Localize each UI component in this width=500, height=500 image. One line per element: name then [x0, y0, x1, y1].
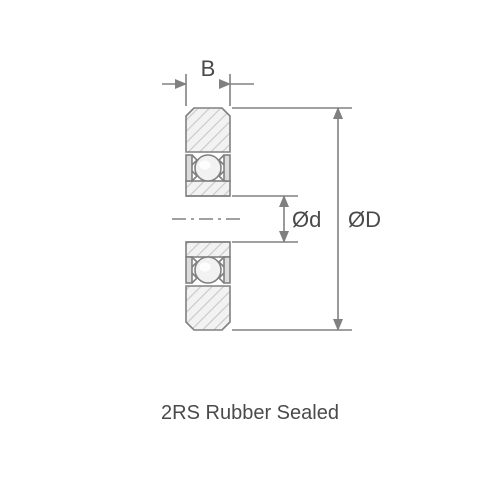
bearing-cross-section-drawing: B ØD Ød — [0, 0, 500, 500]
diagram-caption: 2RS Rubber Sealed — [0, 402, 500, 425]
bearing-diagram-container: B ØD Ød 2RS Rubber Sealed — [0, 0, 500, 500]
svg-text:Ød: Ød — [292, 207, 321, 232]
svg-text:ØD: ØD — [348, 207, 381, 232]
svg-text:B: B — [201, 56, 216, 81]
